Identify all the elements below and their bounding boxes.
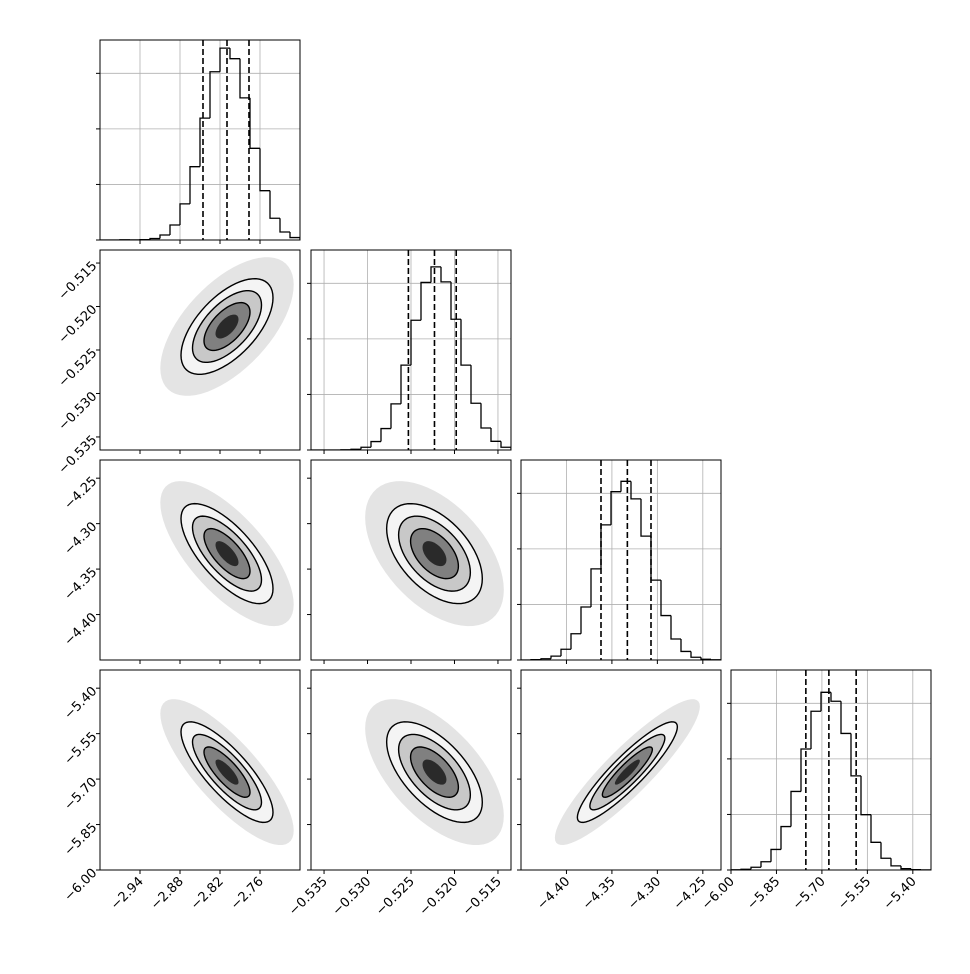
density-panel: [160, 481, 293, 626]
hist-bin: [160, 235, 170, 239]
hist-bin: [501, 441, 511, 450]
hist-bin: [841, 701, 851, 733]
y-tick-label: −0.520: [56, 302, 101, 347]
hist-bin: [571, 634, 581, 649]
hist-bin: [220, 48, 230, 72]
hist-bin: [381, 429, 391, 442]
hist-bin: [180, 204, 190, 225]
hist-bin: [270, 191, 280, 219]
x-tick-label: −4.40: [535, 874, 574, 913]
hist-bin: [691, 651, 701, 657]
y-tick-label: −4.25: [62, 474, 101, 513]
hist-bin: [611, 492, 621, 525]
hist-bin: [871, 815, 881, 843]
hist-bin: [290, 232, 300, 240]
hist-bin: [811, 711, 821, 749]
y-tick-label: −0.515: [56, 259, 101, 304]
hist-bin: [210, 72, 220, 118]
hist-bin: [250, 98, 260, 148]
hist-bin: [190, 167, 200, 204]
x-tick-label: −0.520: [417, 874, 462, 919]
density-panel: [160, 257, 293, 396]
x-tick-label: −2.76: [228, 874, 267, 913]
x-tick-label: −0.535: [286, 874, 331, 919]
hist-bin: [761, 862, 771, 867]
density-panel: [365, 699, 504, 845]
x-tick-label: −5.55: [835, 874, 874, 913]
x-tick-label: −5.70: [790, 874, 829, 913]
hist-bin: [881, 842, 891, 858]
hist-bin: [421, 282, 431, 320]
y-tick-label: −5.55: [62, 729, 101, 768]
hist-bin: [551, 656, 561, 659]
hist-bin: [771, 849, 781, 861]
hist-bin: [861, 776, 871, 815]
y-tick-label: −0.530: [56, 389, 101, 434]
hist-bin: [280, 218, 290, 232]
hist-bin: [200, 118, 210, 167]
hist-bin: [230, 48, 240, 59]
x-tick-label: −5.85: [745, 874, 784, 913]
x-tick-label: −4.35: [580, 874, 619, 913]
hist-bin: [361, 447, 371, 449]
hist-bin: [471, 365, 481, 403]
hist-bin: [461, 319, 471, 365]
hist-bin: [901, 866, 911, 869]
y-tick-label: −0.535: [56, 433, 101, 478]
hist-bin: [441, 267, 451, 282]
hist-bin: [831, 692, 841, 701]
x-tick-label: −2.88: [148, 874, 187, 913]
hist-bin: [671, 616, 681, 639]
hist-bin: [891, 858, 901, 866]
hist-bin: [781, 827, 791, 850]
density-panel: [160, 699, 293, 845]
hist-bin: [491, 428, 501, 441]
y-tick-label: −5.85: [62, 820, 101, 859]
hist-bin: [591, 569, 601, 607]
hist-bin: [631, 481, 641, 499]
x-tick-label: −5.40: [881, 874, 920, 913]
x-tick-label: −4.30: [625, 874, 664, 913]
hist-bin: [791, 791, 801, 826]
y-tick-label: −5.70: [62, 775, 101, 814]
y-tick-label: −4.35: [62, 565, 101, 604]
hist-bin: [581, 607, 591, 634]
hist-bin: [481, 403, 491, 428]
hist-bin: [371, 442, 381, 448]
hist-bin: [391, 404, 401, 429]
hist-bin: [661, 580, 671, 615]
x-tick-label: −0.515: [460, 874, 505, 919]
density-panel: [365, 481, 504, 626]
hist-bin: [401, 365, 411, 404]
x-tick-label: −2.94: [108, 874, 147, 913]
x-tick-label: −0.525: [373, 874, 418, 919]
y-tick-label: −0.525: [56, 346, 101, 391]
hist-bin: [411, 320, 421, 365]
hist-bin: [170, 225, 180, 235]
y-tick-label: −4.30: [62, 519, 101, 558]
density-panel: [555, 699, 700, 845]
x-tick-label: −0.530: [330, 874, 375, 919]
hist-bin: [751, 867, 761, 869]
y-tick-label: −5.40: [62, 684, 101, 723]
hist-bin: [641, 499, 651, 536]
hist-bin: [651, 536, 661, 580]
y-tick-label: −4.40: [62, 610, 101, 649]
hist-bin: [621, 481, 631, 491]
x-tick-label: −2.82: [188, 874, 227, 913]
hist-bin: [431, 267, 441, 283]
y-tick-label: −6.00: [62, 866, 101, 905]
hist-bin: [561, 649, 571, 656]
hist-bin: [681, 639, 691, 651]
hist-bin: [601, 525, 611, 569]
